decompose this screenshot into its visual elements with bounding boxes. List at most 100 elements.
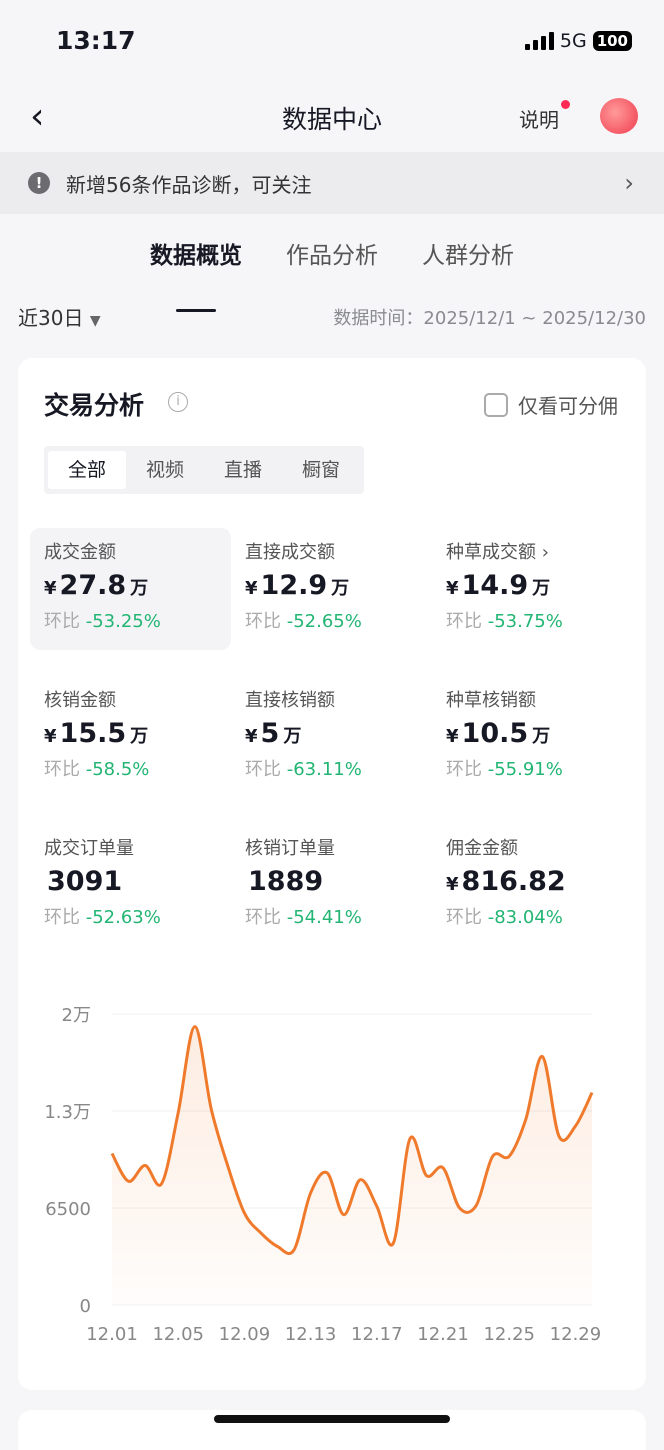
x-tick-label: 12.09 — [219, 1324, 271, 1345]
metric-tile[interactable]: 直接成交额 ¥12.9 万 环比 -52.65% — [231, 528, 432, 650]
data-point[interactable] — [123, 1175, 135, 1187]
unit: 万 — [130, 726, 149, 747]
data-point[interactable] — [189, 1021, 201, 1033]
notice-banner[interactable]: ! 新增56条作品诊断，可关注 › — [0, 152, 664, 214]
x-tick-label: 12.01 — [86, 1324, 138, 1345]
metric-tile[interactable]: 核销订单量 1889 环比 -54.41% — [231, 824, 432, 946]
data-point[interactable] — [238, 1207, 250, 1219]
currency: ¥ — [44, 578, 57, 599]
value: 15.5 — [59, 718, 127, 749]
metric-change: 环比 -83.04% — [446, 903, 619, 929]
range-dropdown[interactable]: 近30日 ▼ — [18, 302, 101, 331]
segment-live[interactable]: 直播 — [224, 459, 263, 481]
tab-audience[interactable]: 人群分析 — [422, 243, 514, 269]
segment-showcase[interactable]: 橱窗 — [302, 459, 341, 481]
metric-value: 3091 — [44, 866, 217, 897]
clock: 13:17 — [56, 26, 136, 55]
currency: ¥ — [446, 874, 459, 895]
data-point[interactable] — [487, 1150, 499, 1162]
data-point[interactable] — [536, 1051, 548, 1063]
data-time: 数据时间：2025/12/1 ~ 2025/12/30 — [333, 308, 646, 329]
value: 12.9 — [260, 570, 328, 601]
metric-change: 环比 -53.75% — [446, 607, 619, 633]
data-point[interactable] — [272, 1241, 284, 1253]
cmp-label: 环比 — [44, 907, 80, 928]
checkbox-icon — [484, 392, 508, 417]
data-point[interactable] — [569, 1120, 581, 1132]
metric-label: 成交订单量 — [44, 838, 134, 859]
checkbox-label: 仅看可分佣 — [518, 394, 618, 418]
change-value: -52.65% — [286, 611, 362, 632]
back-icon[interactable]: ‹ — [30, 96, 45, 137]
unit: 万 — [532, 726, 551, 747]
change-value: -58.5% — [85, 759, 150, 780]
data-point[interactable] — [106, 1148, 118, 1160]
data-point[interactable] — [553, 1130, 565, 1142]
status-bar: 13:17 5G 100 — [0, 0, 664, 80]
metric-tile[interactable]: 成交金额 ¥27.8 万 环比 -53.25% — [30, 528, 231, 650]
metric-value: ¥816.82 — [446, 866, 619, 897]
metric-tile[interactable]: 核销金额 ¥15.5 万 环比 -58.5% — [30, 676, 231, 798]
help-button[interactable]: 说明 — [519, 100, 570, 133]
data-point[interactable] — [371, 1200, 383, 1212]
cmp-label: 环比 — [446, 759, 482, 780]
notice-text: 新增56条作品诊断，可关注 — [66, 172, 312, 197]
metric-value: ¥12.9 万 — [245, 570, 418, 601]
tab-overview[interactable]: 数据概览 — [150, 236, 242, 312]
metric-value: ¥5 万 — [245, 718, 418, 749]
data-point[interactable] — [139, 1159, 151, 1171]
data-point[interactable] — [338, 1209, 350, 1221]
data-point[interactable] — [156, 1178, 168, 1190]
tab-bar: 数据概览 作品分析 人群分析 — [0, 214, 664, 312]
change-value: -55.91% — [487, 759, 563, 780]
metric-label: 核销金额 — [44, 690, 116, 711]
value: 5 — [260, 718, 280, 749]
data-point[interactable] — [404, 1133, 416, 1145]
page-title: 数据中心 — [281, 105, 382, 134]
data-point[interactable] — [387, 1237, 399, 1249]
metric-label: 成交金额 — [44, 542, 116, 563]
value: 3091 — [47, 866, 123, 897]
data-point[interactable] — [205, 1103, 217, 1115]
data-point[interactable] — [288, 1244, 300, 1256]
data-point[interactable] — [305, 1187, 317, 1199]
data-point[interactable] — [454, 1202, 466, 1214]
metric-tile[interactable]: 种草核销额 ¥10.5 万 环比 -55.91% — [432, 676, 633, 798]
data-point[interactable] — [437, 1162, 449, 1174]
data-point[interactable] — [420, 1170, 432, 1182]
currency: ¥ — [44, 726, 57, 747]
metric-tile[interactable]: 种草成交额 › ¥14.9 万 环比 -53.75% — [432, 528, 633, 650]
info-icon[interactable]: i — [168, 392, 188, 412]
data-point[interactable] — [172, 1107, 184, 1119]
commission-only-checkbox[interactable]: 仅看可分佣 — [484, 390, 618, 419]
avatar[interactable] — [600, 98, 638, 134]
change-value: -52.63% — [85, 907, 161, 928]
metric-change: 环比 -52.65% — [245, 607, 418, 633]
data-point[interactable] — [321, 1167, 333, 1179]
data-point[interactable] — [470, 1200, 482, 1212]
range-label: 近30日 — [18, 306, 84, 330]
currency: ¥ — [245, 726, 258, 747]
x-tick-label: 12.25 — [483, 1324, 535, 1345]
value: 1889 — [248, 866, 324, 897]
cmp-label: 环比 — [44, 611, 80, 632]
metric-tile[interactable]: 直接核销额 ¥5 万 环比 -63.11% — [231, 676, 432, 798]
metric-value: ¥14.9 万 — [446, 570, 619, 601]
metric-change: 环比 -52.63% — [44, 903, 217, 929]
data-point[interactable] — [586, 1087, 598, 1099]
data-point[interactable] — [354, 1174, 366, 1186]
data-point[interactable] — [222, 1160, 234, 1172]
data-point[interactable] — [255, 1227, 267, 1239]
unit: 万 — [532, 578, 551, 599]
change-value: -54.41% — [286, 907, 362, 928]
segment-video[interactable]: 视频 — [146, 459, 185, 481]
metric-value: ¥15.5 万 — [44, 718, 217, 749]
metric-tile[interactable]: 成交订单量 3091 环比 -52.63% — [30, 824, 231, 946]
metric-change: 环比 -63.11% — [245, 755, 418, 781]
data-point[interactable] — [503, 1150, 515, 1162]
metric-label: 直接核销额 — [245, 690, 335, 711]
data-point[interactable] — [520, 1113, 532, 1125]
metric-tile[interactable]: 佣金金额 ¥816.82 环比 -83.04% — [432, 824, 633, 946]
tab-works[interactable]: 作品分析 — [286, 243, 378, 269]
segment-all[interactable]: 全部 — [48, 451, 127, 489]
